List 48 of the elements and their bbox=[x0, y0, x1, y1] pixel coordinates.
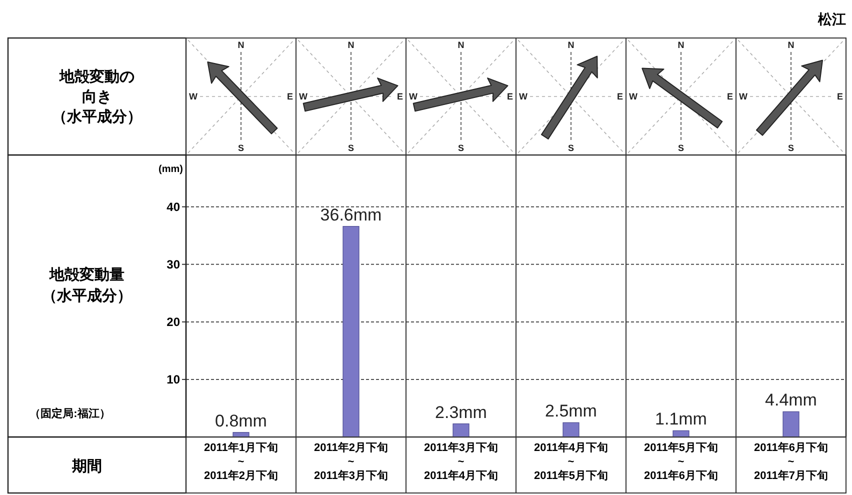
compass-e: E bbox=[836, 92, 843, 102]
compass-s: S bbox=[348, 143, 354, 153]
category-label: 2011年3月下旬 ~ 2011年4月下旬 bbox=[424, 442, 498, 482]
row-header-period: 期間 bbox=[72, 458, 102, 475]
ytick-label: 30 bbox=[166, 257, 180, 272]
unit-label: (mm) bbox=[158, 164, 183, 175]
ytick-label: 10 bbox=[166, 372, 180, 386]
value-label: 4.4mm bbox=[765, 390, 817, 410]
compass-w: W bbox=[629, 92, 638, 102]
compass-n: N bbox=[568, 40, 574, 50]
compass-s: S bbox=[238, 143, 244, 153]
category-label: 2011年1月下旬 ~ 2011年2月下旬 bbox=[204, 442, 278, 482]
compass-e: E bbox=[506, 92, 513, 102]
compass-w: W bbox=[299, 92, 308, 102]
title: 松江 bbox=[818, 11, 846, 27]
compass-w: W bbox=[519, 92, 528, 102]
compass-e: E bbox=[396, 92, 403, 102]
ytick-label: 40 bbox=[166, 200, 180, 214]
compass-n: N bbox=[348, 40, 354, 50]
compass-w: W bbox=[739, 92, 748, 102]
value-label: 36.6mm bbox=[320, 205, 382, 224]
compass-n: N bbox=[788, 40, 794, 50]
value-label: 2.3mm bbox=[435, 402, 487, 422]
compass-e: E bbox=[726, 92, 733, 102]
compass-n: N bbox=[458, 40, 464, 50]
compass-e: E bbox=[286, 92, 293, 102]
row-header-direction: 向き bbox=[82, 88, 112, 106]
row-header-direction: 地殻変動の bbox=[60, 68, 134, 86]
value-label: 0.8mm bbox=[215, 411, 267, 430]
compass-s: S bbox=[458, 143, 464, 153]
compass-e: E bbox=[616, 92, 623, 102]
compass-s: S bbox=[678, 143, 684, 153]
value-label: 2.5mm bbox=[545, 402, 597, 421]
annotation-station: （固定局:福江） bbox=[30, 408, 110, 420]
compass-s: S bbox=[788, 143, 794, 153]
row-header-direction: （水平成分） bbox=[52, 108, 142, 126]
ylabel: 地殻変動量（水平成分） bbox=[42, 266, 132, 304]
category-label: 2011年6月下旬 ~ 2011年7月下旬 bbox=[754, 442, 828, 482]
compass-w: W bbox=[409, 92, 418, 102]
ytick-label: 20 bbox=[166, 314, 180, 329]
compass-w: W bbox=[189, 92, 198, 102]
category-label: 2011年5月下旬 ~ 2011年6月下旬 bbox=[644, 442, 718, 482]
value-label: 1.1mm bbox=[655, 410, 707, 429]
compass-n: N bbox=[678, 40, 684, 50]
compass-n: N bbox=[238, 40, 244, 50]
category-label: 2011年2月下旬 ~ 2011年3月下旬 bbox=[314, 442, 388, 482]
category-label: 2011年4月下旬 ~ 2011年5月下旬 bbox=[534, 442, 608, 482]
compass-s: S bbox=[568, 143, 574, 153]
